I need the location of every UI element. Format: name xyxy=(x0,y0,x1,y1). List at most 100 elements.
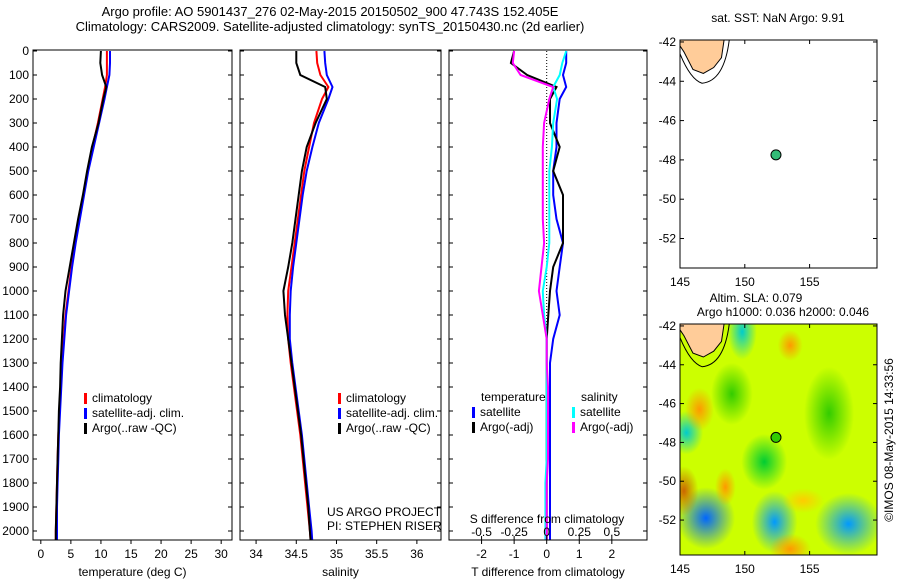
legend-label: climatology xyxy=(346,391,406,405)
legend-label: satellite xyxy=(480,405,521,419)
sla-anomaly xyxy=(711,362,753,425)
title-line-1: Argo profile: AO 5901437_276 02-May-2015… xyxy=(101,4,559,19)
sla-anomaly xyxy=(782,488,824,514)
plot-frame xyxy=(679,39,878,269)
legend-swatch xyxy=(84,393,87,404)
legend-swatch xyxy=(84,408,87,419)
y-tick-label: 1500 xyxy=(2,404,29,418)
x-tick-label: 35 xyxy=(330,547,344,561)
plot-frame xyxy=(32,49,233,541)
x-tick-label: 30 xyxy=(214,547,228,561)
sla-anomaly xyxy=(777,329,803,361)
sst-map-title: sat. SST: NaN Argo: 9.91 xyxy=(711,11,845,25)
tasmania-land xyxy=(680,324,725,358)
series-Argo-raw-QC- xyxy=(54,50,108,540)
x-tick-label: 1 xyxy=(576,547,583,561)
legend-swatch xyxy=(572,407,575,418)
sla-anomaly xyxy=(815,492,877,555)
x-axis-label: T difference from climatology xyxy=(471,565,625,579)
x-tick-label: -1 xyxy=(509,547,520,561)
legend-label: satellite xyxy=(580,405,621,419)
title-line-2: Climatology: CARS2009. Satellite-adjuste… xyxy=(75,19,585,34)
legend-swatch xyxy=(338,423,341,434)
y-tick-label: 1300 xyxy=(2,356,29,370)
argo-height-title: Argo h1000: 0.036 h2000: 0.046 xyxy=(697,305,869,319)
sla-anomaly xyxy=(741,433,788,490)
x2-tick-label: 0.25 xyxy=(568,525,592,539)
sst-map: 145 150 155 -42 -44 -46 -48 -50 -52 sat. SST: NaN… xyxy=(659,11,878,289)
sla-anomaly xyxy=(769,533,811,555)
series-S-satellite xyxy=(541,50,568,540)
y-tick-label: 1200 xyxy=(2,332,29,346)
x-tick-label: 20 xyxy=(154,547,168,561)
y-tick-label: 1900 xyxy=(2,500,29,514)
y-tick-label: 100 xyxy=(9,68,29,82)
y-tick-label: 1800 xyxy=(2,476,29,490)
x-tick-label: 15 xyxy=(124,547,138,561)
x-tick-label: 34.5 xyxy=(285,547,309,561)
x-tick-label: 145 xyxy=(670,275,690,289)
series-S-Argo-adj- xyxy=(511,50,555,540)
sla-anomaly xyxy=(680,466,699,516)
x-tick-label: -2 xyxy=(476,547,487,561)
y-tick-label: -46 xyxy=(659,397,677,411)
legend-label: satellite-adj. clim. xyxy=(346,406,438,420)
y-tick-label: 500 xyxy=(9,164,29,178)
legend-label: Argo(..raw -QC) xyxy=(92,421,177,435)
x-tick-label: 145 xyxy=(670,562,690,576)
argo-float-location xyxy=(770,149,782,161)
legend-swatch xyxy=(572,422,575,433)
y-tick-label: 0 xyxy=(22,44,29,58)
x-tick-label: 150 xyxy=(735,562,755,576)
series-T-satellite xyxy=(549,51,568,540)
x2-tick-label: -0.5 xyxy=(471,525,492,539)
y-tick-label: -46 xyxy=(659,114,677,128)
y-tick-label: 800 xyxy=(9,236,29,250)
argo-float-location xyxy=(770,431,782,443)
legend-label: Argo(-adj) xyxy=(580,420,633,434)
legend-label: satellite-adj. clim. xyxy=(92,406,184,420)
pi-annotation: PI: STEPHEN RISER xyxy=(327,519,442,533)
y-tick-label: -44 xyxy=(659,74,677,88)
y-tick-label: -52 xyxy=(659,513,677,527)
plot-frame xyxy=(239,49,442,541)
x-axis-label: temperature (deg C) xyxy=(78,565,186,579)
y-tick-label: 900 xyxy=(9,260,29,274)
imos-credit: ©IMOS 08-May-2015 14:33:56 xyxy=(882,358,896,522)
y-tick-label: 400 xyxy=(9,140,29,154)
x-tick-label: 155 xyxy=(800,275,820,289)
sla-anomaly xyxy=(727,324,757,360)
legend-title-salinity: salinity xyxy=(581,390,618,404)
x-tick-label: 155 xyxy=(800,562,820,576)
plot-frame xyxy=(448,49,648,541)
x-tick-label: 25 xyxy=(184,547,198,561)
y-tick-label: -42 xyxy=(659,319,677,333)
series-T-Argo-adj- xyxy=(509,50,564,540)
temperature-panel: 0100200300400500600700800900100011001200… xyxy=(2,44,233,579)
y-tick-label: 1100 xyxy=(3,308,29,322)
y-tick-label: 1600 xyxy=(2,428,29,442)
x-tick-label: 10 xyxy=(94,547,108,561)
x2-tick-label: 0 xyxy=(543,525,550,539)
depth-contour xyxy=(680,324,730,368)
y-tick-label: -44 xyxy=(659,358,677,372)
legend-swatch xyxy=(472,422,475,433)
y-tick-label: 2000 xyxy=(2,524,29,538)
y-tick-label: 1000 xyxy=(2,284,29,298)
x-tick-label: 0 xyxy=(543,547,550,561)
y-tick-label: -52 xyxy=(659,232,677,246)
y-tick-label: -50 xyxy=(659,474,677,488)
map-background xyxy=(680,40,730,84)
legend-label: climatology xyxy=(92,391,152,405)
x2-tick-label: 0.5 xyxy=(603,525,620,539)
x-tick-label: 2 xyxy=(608,547,615,561)
legend-swatch xyxy=(338,393,341,404)
x-tick-label: 0 xyxy=(37,547,44,561)
sla-title: Altim. SLA: 0.079 xyxy=(710,291,803,305)
legend-label: Argo(-adj) xyxy=(480,420,533,434)
difference-panel: -2 -1 0 1 2 -0.5 -0.25 0 0.25 0.5 T difference fro… xyxy=(448,49,648,579)
x-tick-label: 150 xyxy=(735,275,755,289)
legend-label: Argo(..raw -QC) xyxy=(346,421,431,435)
